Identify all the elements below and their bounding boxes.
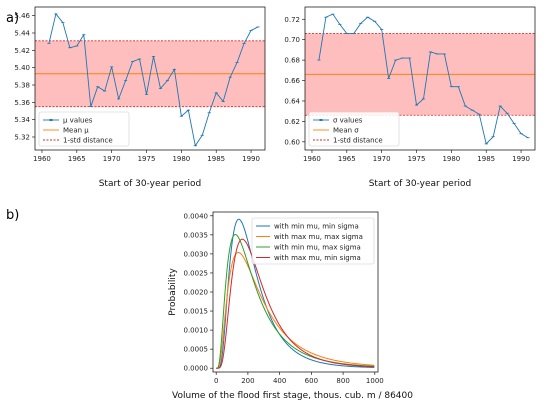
x-tick-label: 1975 — [408, 155, 426, 163]
flood-pdf-chart: 0 200 400 600 800 1000 0.0000 0.0005 0.0010 0.001… — [168, 211, 413, 401]
x-tick-label: 1975 — [138, 155, 156, 163]
x-tick-label: 1985 — [207, 155, 225, 163]
y-tick-label: 5.46 — [14, 12, 30, 20]
y-tick-label: 0.0015 — [184, 308, 209, 316]
pdf-curve — [216, 234, 375, 369]
x-axis-label: Start of 30-year period — [369, 179, 472, 189]
x-tick-label: 400 — [273, 377, 286, 385]
plot-frame — [34, 6, 266, 151]
x-tick-label: 1990 — [242, 155, 260, 163]
x-tick-label: 200 — [241, 377, 254, 385]
x-tick-label: 1970 — [373, 155, 391, 163]
legend-entry: Mean μ — [63, 127, 89, 135]
legend-entry: with min mu, max sigma — [274, 244, 361, 252]
y-tick-label: 0.62 — [284, 118, 300, 126]
x-tick-label: 1965 — [338, 155, 356, 163]
legend-box — [251, 217, 375, 265]
y-tick-label: 0.0000 — [184, 365, 209, 373]
legend-entry: with max mu, max sigma — [274, 233, 363, 241]
y-tick-label: 5.44 — [14, 30, 30, 38]
x-tick-label: 1970 — [103, 155, 121, 163]
y-tick-label: 5.34 — [14, 116, 30, 124]
x-tick-label: 1990 — [512, 155, 530, 163]
legend-entry: μ values — [63, 117, 93, 125]
y-tick-label: 5.40 — [14, 64, 30, 72]
y-tick-label: 0.0040 — [184, 212, 209, 220]
y-tick-label: 0.0035 — [184, 231, 209, 239]
y-tick-label: 0.60 — [284, 138, 300, 146]
y-tick-label: 0.68 — [284, 57, 300, 65]
x-tick-label: 1985 — [477, 155, 495, 163]
x-tick-label: 1980 — [172, 155, 190, 163]
legend-box — [308, 111, 400, 147]
pdf-curve — [216, 218, 375, 369]
y-tick-label: 5.42 — [14, 47, 30, 55]
y-tick-label: 0.64 — [284, 97, 300, 105]
y-tick-label: 0.72 — [284, 16, 300, 24]
y-tick-label: 5.32 — [14, 134, 30, 142]
legend-entry: σ values — [333, 117, 363, 125]
legend-entry: 1-std distance — [63, 137, 113, 145]
panel-label-b: b) — [6, 208, 19, 223]
x-tick-label: 1000 — [366, 377, 384, 385]
y-tick-label: 0.66 — [284, 77, 300, 85]
y-tick-label: 0.0025 — [184, 269, 209, 277]
y-tick-label: 5.38 — [14, 82, 30, 90]
pdf-curve — [216, 238, 375, 369]
x-tick-label: 600 — [305, 377, 318, 385]
mu-chart: 1960 1965 1970 1975 1980 1985 1990 5.32 5.34 5.36… — [14, 6, 266, 189]
pdf-curve — [216, 251, 375, 369]
panel-label-a: a) — [6, 11, 19, 26]
y-axis-label: Probability — [168, 268, 178, 316]
y-tick-label: 0.0020 — [184, 289, 209, 297]
sigma-chart: 1960 1965 1970 1975 1980 1985 1990 0.60 0.62 0.64… — [284, 6, 536, 189]
legend-entry: with min mu, min sigma — [274, 223, 359, 231]
y-tick-label: 0.0010 — [184, 327, 209, 335]
x-tick-label: 0 — [214, 377, 218, 385]
legend-entry: 1-std distance — [333, 137, 383, 145]
legend-box — [38, 111, 130, 147]
x-tick-label: 1965 — [68, 155, 86, 163]
legend-entry: Mean σ — [333, 127, 359, 135]
plot-frame — [304, 6, 536, 151]
x-tick-label: 1960 — [33, 155, 51, 163]
plot-frame — [212, 211, 379, 373]
y-tick-label: 0.0005 — [184, 346, 209, 354]
legend-entry: with max mu, min sigma — [274, 254, 361, 262]
x-tick-label: 1980 — [442, 155, 460, 163]
x-tick-label: 1960 — [303, 155, 321, 163]
y-tick-label: 0.0030 — [184, 250, 209, 258]
x-tick-label: 800 — [336, 377, 349, 385]
x-axis-label: Volume of the flood first stage, thous. … — [172, 391, 413, 401]
y-tick-label: 0.70 — [284, 36, 300, 44]
y-tick-label: 5.36 — [14, 99, 30, 107]
x-axis-label: Start of 30-year period — [99, 179, 202, 189]
